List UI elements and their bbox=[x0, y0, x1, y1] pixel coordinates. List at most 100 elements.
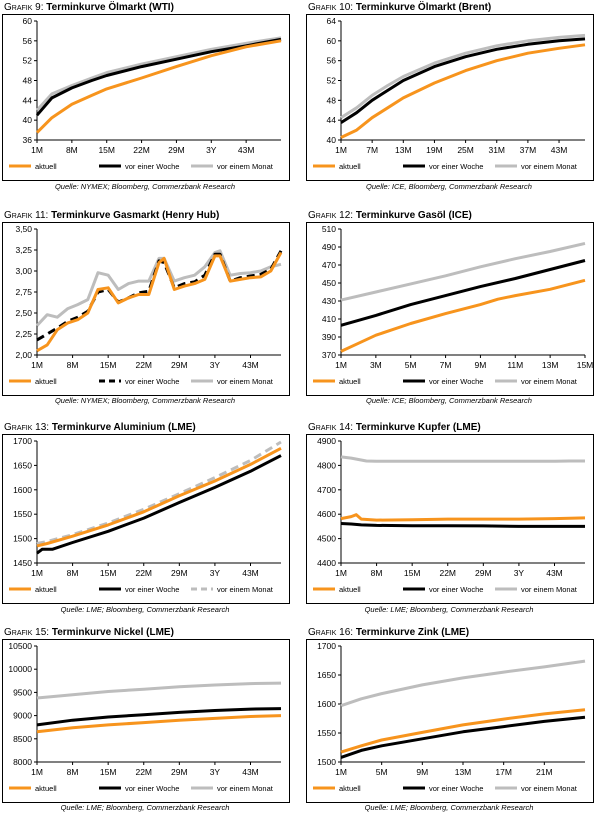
chart-source: Quelle: NYMEX; Bloomberg, Commerzbank Re… bbox=[54, 396, 236, 405]
x-tick-label: 15M bbox=[100, 360, 117, 370]
legend-label-week: vor einer Woche bbox=[429, 162, 483, 171]
y-tick-label: 4700 bbox=[317, 485, 336, 495]
y-tick-label: 9000 bbox=[13, 711, 32, 721]
chart-title: Terminkurve Ölmarkt (Brent) bbox=[355, 2, 492, 13]
x-tick-label: 15M bbox=[98, 145, 115, 155]
y-tick-label: 2,50 bbox=[15, 308, 32, 318]
y-tick-label: 10500 bbox=[8, 641, 32, 651]
legend-label-month: vor einem Monat bbox=[217, 784, 274, 793]
legend-label-month: vor einem Monat bbox=[521, 162, 578, 171]
chart-source: Quelle: LME; Bloomberg, Commerzbank Rese… bbox=[60, 605, 230, 614]
x-tick-label: 19M bbox=[426, 145, 443, 155]
x-tick-label: 22M bbox=[135, 360, 152, 370]
y-tick-label: 4400 bbox=[317, 558, 336, 568]
legend-label-aktuell: aktuell bbox=[35, 784, 57, 793]
y-tick-label: 36 bbox=[23, 135, 33, 145]
y-tick-label: 4900 bbox=[317, 436, 336, 446]
chart-number: Grafik 12: bbox=[308, 210, 354, 221]
x-tick-label: 31M bbox=[488, 145, 505, 155]
y-tick-label: 430 bbox=[322, 296, 336, 306]
series-line-month bbox=[340, 241, 586, 302]
legend-label-aktuell: aktuell bbox=[339, 162, 361, 171]
series-line-month bbox=[35, 36, 282, 112]
x-tick-label: 1M bbox=[31, 767, 43, 777]
x-tick-label: 1M bbox=[335, 145, 347, 155]
x-tick-label: 15M bbox=[404, 568, 421, 578]
x-tick-label: 17M bbox=[495, 767, 512, 777]
chart-title: Terminkurve Zink (LME) bbox=[355, 627, 470, 638]
series-line-week bbox=[36, 707, 282, 727]
x-tick-label: 43M bbox=[238, 145, 255, 155]
x-tick-label: 8M bbox=[66, 145, 78, 155]
legend-label-month: vor einem Monat bbox=[217, 585, 274, 594]
x-tick-label: 25M bbox=[457, 145, 474, 155]
chart-title: Terminkurve Aluminium (LME) bbox=[51, 422, 196, 433]
y-tick-label: 60 bbox=[327, 36, 337, 46]
x-tick-label: 13M bbox=[455, 767, 472, 777]
y-tick-label: 44 bbox=[327, 115, 337, 125]
chart-wti: 36 40 44 48 52 56 60 1M 8M 15M 22M 29M 3Y 43M aktuell v… bbox=[9, 16, 282, 171]
x-tick-label: 9M bbox=[475, 360, 487, 370]
y-tick-label: 56 bbox=[23, 36, 33, 46]
y-tick-label: 490 bbox=[322, 242, 336, 252]
chart-number: Grafik 10: bbox=[308, 2, 354, 13]
y-tick-label: 4800 bbox=[317, 460, 336, 470]
legend-label-aktuell: aktuell bbox=[339, 784, 361, 793]
chart-zink: 1500 1550 1600 1650 1700 1M 5M 9M 13M 17M 21M aktue… bbox=[313, 641, 586, 793]
x-tick-label: 5M bbox=[405, 360, 417, 370]
series-line-month bbox=[340, 659, 586, 708]
y-tick-label: 2,25 bbox=[15, 329, 32, 339]
series-line-week bbox=[340, 715, 586, 759]
x-tick-label: 1M bbox=[31, 360, 43, 370]
y-tick-label: 56 bbox=[327, 56, 337, 66]
series-line-month bbox=[36, 681, 282, 700]
chart-panel-aluminium: Grafik 13: Terminkurve Aluminium (LME) 1… bbox=[0, 422, 290, 622]
series-line-aktuell bbox=[36, 251, 283, 353]
legend-label-aktuell: aktuell bbox=[35, 585, 57, 594]
legend-label-week: vor einer Woche bbox=[429, 784, 483, 793]
y-tick-label: 410 bbox=[322, 314, 336, 324]
chart-brent: 40 44 48 52 56 60 64 1M 7M 13M 19M 25M 31M 37M 43M aktu… bbox=[313, 16, 586, 171]
legend-label-week: vor einer Woche bbox=[429, 585, 483, 594]
x-tick-label: 43M bbox=[546, 568, 563, 578]
legend-label-week: vor einer Woche bbox=[429, 377, 483, 386]
x-tick-label: 3Y bbox=[210, 767, 221, 777]
chart-frame: 4400 4500 4600 4700 4800 4900 1M 8M 15M 22M 29M 3Y 4… bbox=[306, 434, 594, 604]
y-tick-label: 52 bbox=[23, 56, 33, 66]
x-tick-label: 29M bbox=[171, 568, 188, 578]
x-tick-label: 43M bbox=[551, 145, 568, 155]
chart-frame: 8000 8500 9000 9500 10000 10500 1M 8M 15M 22M 29M 3… bbox=[2, 639, 290, 803]
legend-label-week: vor einer Woche bbox=[125, 162, 179, 171]
series-line-aktuell bbox=[340, 278, 586, 353]
series-line-week bbox=[340, 259, 586, 327]
series-line-aktuell bbox=[36, 446, 282, 548]
chart-source: Quelle: ICE; Bloomberg, Commerzbank Rese… bbox=[366, 396, 532, 405]
chart-panel-wti: Grafik 9: Terminkurve Ölmarkt (WTI) 36 40… bbox=[0, 2, 290, 202]
legend-label-month: vor einem Monat bbox=[521, 377, 578, 386]
legend-label-aktuell: aktuell bbox=[339, 377, 361, 386]
y-tick-label: 1700 bbox=[317, 641, 336, 651]
series-line-aktuell bbox=[340, 513, 586, 522]
x-tick-label: 22M bbox=[135, 767, 152, 777]
x-tick-label: 3Y bbox=[514, 568, 525, 578]
series-line-week bbox=[340, 37, 586, 124]
chart-kupfer: 4400 4500 4600 4700 4800 4900 1M 8M 15M 22M 29M 3Y 4… bbox=[313, 436, 586, 594]
series-line-week bbox=[35, 37, 282, 117]
x-tick-label: 8M bbox=[67, 767, 79, 777]
x-tick-label: 15M bbox=[100, 767, 117, 777]
chart-title: Terminkurve Gasmarkt (Henry Hub) bbox=[51, 210, 220, 221]
chart-aluminium: 1450 1500 1550 1600 1650 1700 1M 8M 15M 22M 29M 3Y 4… bbox=[9, 436, 282, 594]
y-tick-label: 4500 bbox=[317, 534, 336, 544]
x-tick-label: 8M bbox=[67, 360, 79, 370]
y-tick-label: 2,75 bbox=[15, 287, 32, 297]
legend-label-month: vor einem Monat bbox=[217, 377, 274, 386]
y-tick-label: 48 bbox=[327, 95, 337, 105]
x-tick-label: 8M bbox=[371, 568, 383, 578]
chart-source: Quelle: LME; Bloomberg, Commerzbank Rese… bbox=[60, 803, 230, 812]
chart-number: Grafik 13: bbox=[4, 422, 50, 433]
x-tick-label: 3Y bbox=[210, 568, 221, 578]
chart-frame: 2,00 2,25 2,50 2,75 3,00 3,25 3,50 1M 8M 15M 22M 29… bbox=[2, 222, 290, 396]
chart-panel-gasoel: Grafik 12: Terminkurve Gasöl (ICE) 370 39… bbox=[304, 210, 594, 410]
y-tick-label: 470 bbox=[322, 260, 336, 270]
chart-number: Grafik 11: bbox=[4, 210, 49, 221]
